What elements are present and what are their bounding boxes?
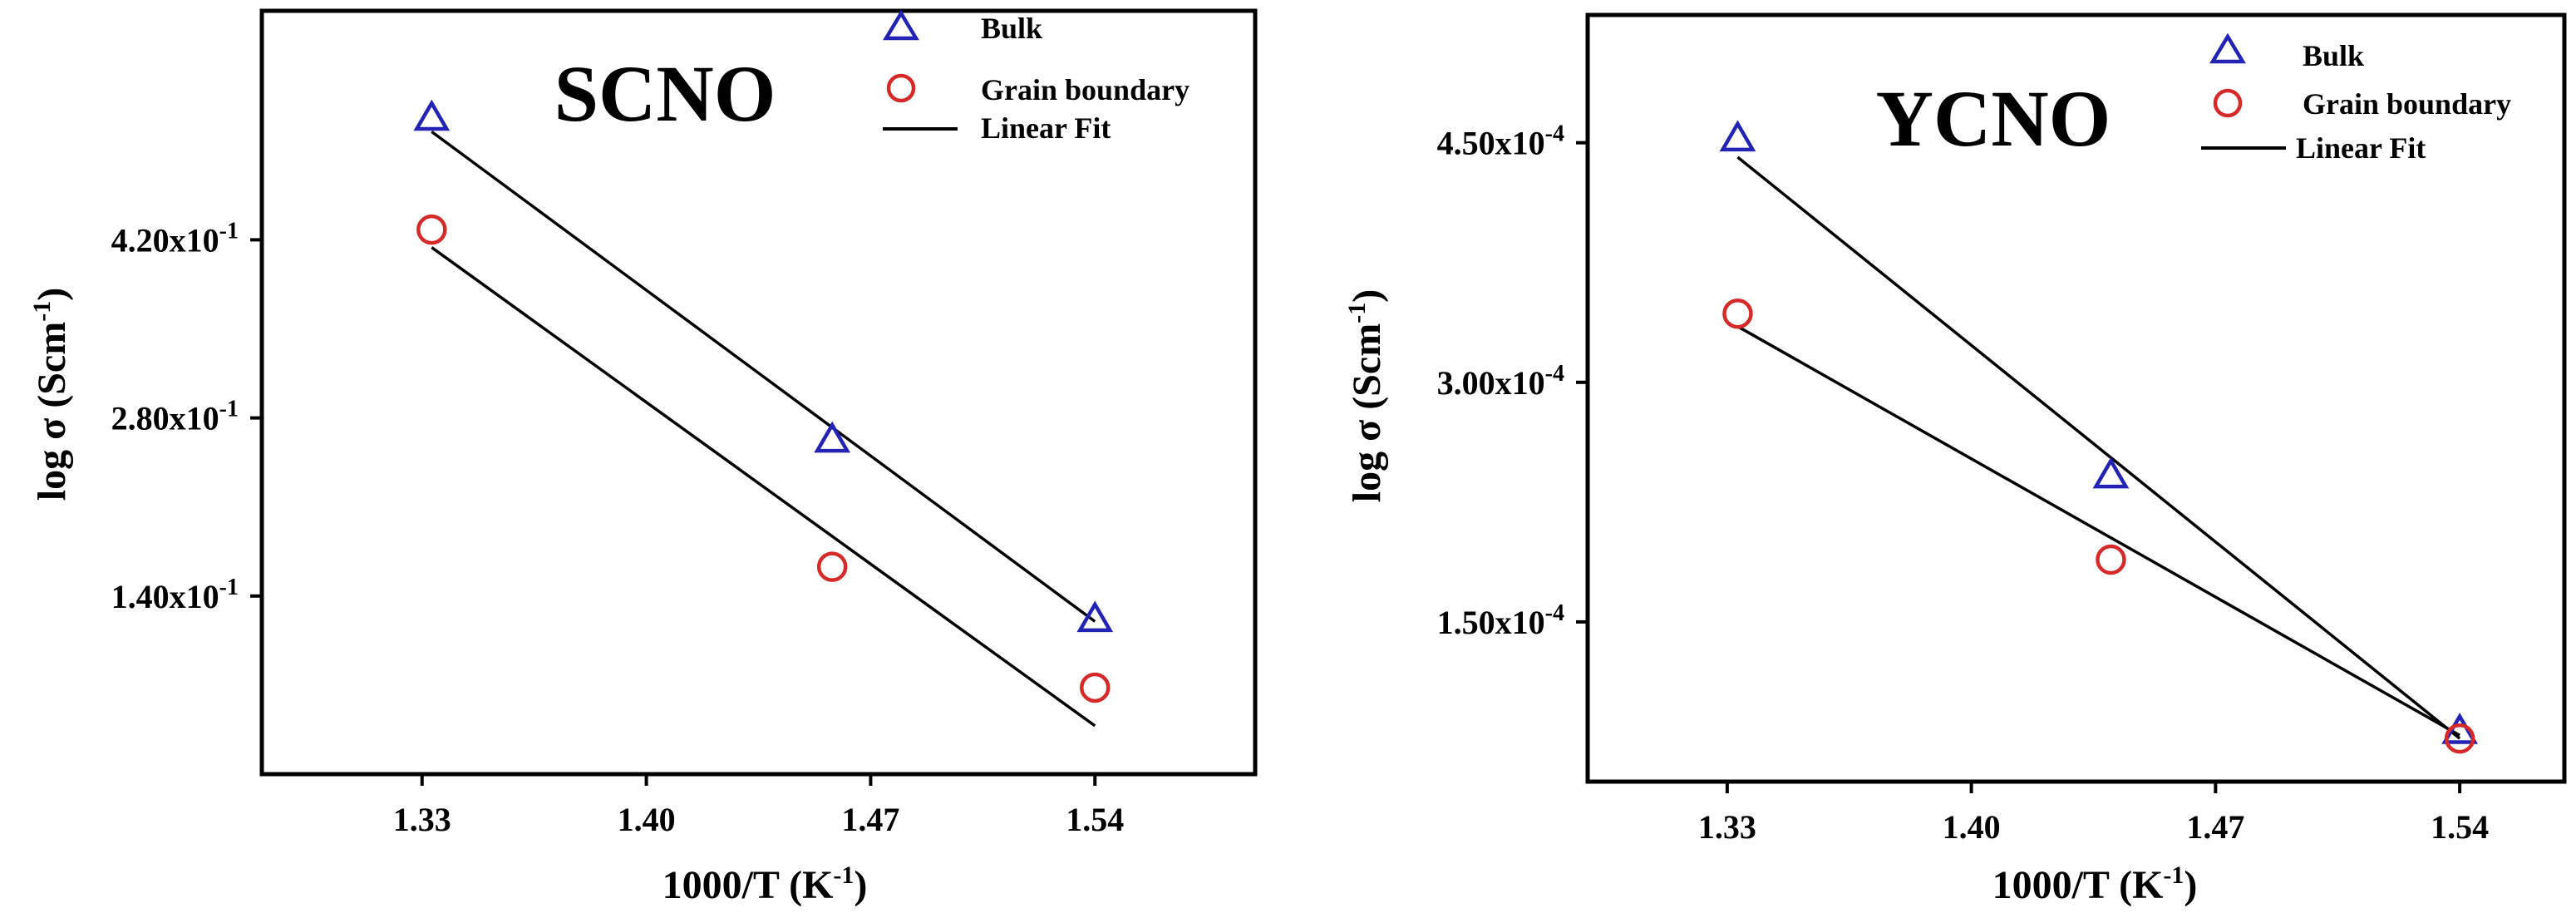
x-tick-label: 1.40 <box>1943 808 2001 846</box>
linear-fit-line <box>431 246 1096 728</box>
legend-label-bulk: Bulk <box>2303 39 2364 72</box>
y-tick-label: 4.50x10-4 <box>1437 121 1564 162</box>
linear-fit-line <box>1736 325 2460 737</box>
legend-grain-boundary-circle-icon <box>2213 88 2243 118</box>
x-tick-label: 1.33 <box>393 801 451 838</box>
data-points <box>413 99 1114 703</box>
legend: Bulk Grain boundary Linear Fit <box>2201 32 2511 165</box>
grain-boundary-data-point <box>1080 672 1111 703</box>
linear-fit-line <box>1736 155 2461 740</box>
x-tick-label: 1.54 <box>1066 801 1124 838</box>
grain-boundary-data-point <box>2096 544 2126 575</box>
legend: Bulk Grain boundary Linear Fit <box>883 9 1189 145</box>
legend-label-linear-fit: Linear Fit <box>2296 131 2426 165</box>
x-axis-ticks: 1.33 1.40 1.47 1.54 <box>393 774 1124 838</box>
legend-bulk-triangle-icon <box>883 9 919 41</box>
linear-fit-lines <box>1736 155 2461 740</box>
y-tick-label: 4.20x10-1 <box>111 218 239 259</box>
plot-frame <box>1585 12 2567 784</box>
bulk-data-point <box>2092 457 2130 489</box>
x-tick-label: 1.54 <box>2431 808 2489 846</box>
linear-fit-lines <box>431 130 1096 728</box>
bulk-data-point <box>1719 120 1756 152</box>
grain-boundary-data-point <box>816 551 848 582</box>
y-tick-label: 3.00x10-4 <box>1437 361 1564 402</box>
x-tick-label: 1.40 <box>618 801 676 838</box>
y-tick-label: 1.40x10-1 <box>111 575 239 615</box>
legend-grain-boundary-circle-icon <box>886 73 916 103</box>
y-tick-label: 1.50x10-4 <box>1437 600 1564 641</box>
grain-boundary-data-point <box>2444 723 2475 754</box>
bulk-data-point <box>413 99 451 131</box>
chart-title: SCNO <box>554 49 776 138</box>
grain-boundary-data-point <box>1722 298 1753 329</box>
y-tick-label: 2.80x10-1 <box>111 397 239 437</box>
y-axis-ticks: 1.50x10-4 3.00x10-4 4.50x10-4 <box>1437 121 1588 641</box>
y-axis-ticks: 1.40x10-1 2.80x10-1 4.20x10-1 <box>111 218 262 615</box>
x-tick-label: 1.33 <box>1698 808 1756 846</box>
chart-title: YCNO <box>1876 74 2111 163</box>
bulk-data-point <box>1076 600 1114 633</box>
x-tick-label: 1.47 <box>841 801 899 838</box>
x-tick-label: 1.47 <box>2186 808 2244 846</box>
linear-fit-line <box>431 130 1096 623</box>
x-axis-ticks: 1.33 1.40 1.47 1.54 <box>1698 782 2489 846</box>
y-axis-label: log σ (Scm-1) <box>28 288 74 501</box>
y-axis-label: log σ (Scm-1) <box>1343 289 1389 502</box>
legend-label-bulk: Bulk <box>981 12 1042 45</box>
legend-label-grain-boundary: Grain boundary <box>981 73 1189 106</box>
chart-panel-scno: 1.33 1.40 1.47 1.54 1.40x10-1 2.80x10-1 4.20x… <box>28 8 1258 907</box>
legend-bulk-triangle-icon <box>2209 32 2246 64</box>
grain-boundary-data-point <box>416 214 447 245</box>
x-axis-label: 1000/T (K-1) <box>662 861 868 907</box>
x-axis-label: 1000/T (K-1) <box>1992 861 2198 907</box>
bulk-data-point <box>814 421 851 453</box>
data-points <box>1719 120 2479 754</box>
plot-frame <box>259 8 1258 777</box>
chart-panel-ycno: 1.33 1.40 1.47 1.54 1.50x10-4 3.00x10-4 4.50x… <box>1343 12 2567 907</box>
legend-label-grain-boundary: Grain boundary <box>2303 87 2511 121</box>
legend-label-linear-fit: Linear Fit <box>981 111 1111 145</box>
